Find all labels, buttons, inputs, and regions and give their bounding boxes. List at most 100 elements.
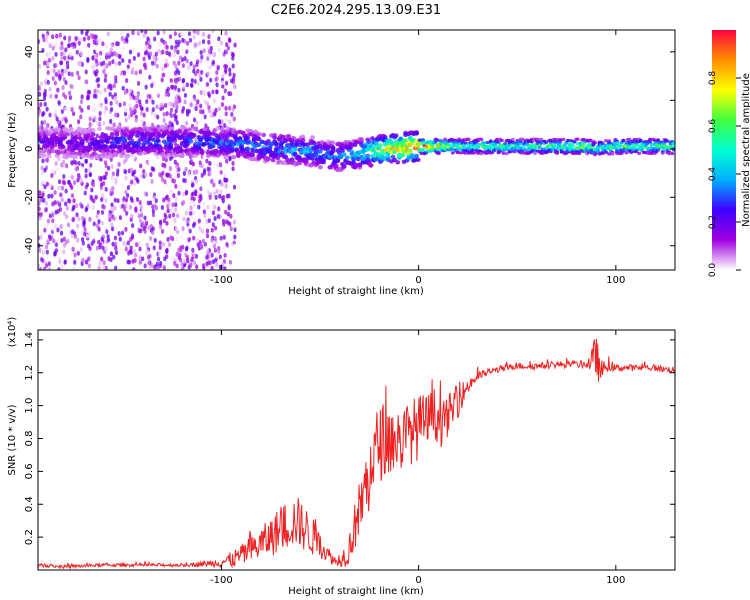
spectrogram-cell <box>170 45 174 50</box>
spectrogram-cell <box>72 42 76 47</box>
spectrogram-cell <box>109 84 113 90</box>
colorbar-tick-label: 0.6 <box>708 119 718 134</box>
spectrogram-cell <box>130 179 134 185</box>
spectrogram-cell <box>188 139 194 144</box>
spectrogram-cell <box>91 182 96 188</box>
spectrogram-cell <box>105 63 109 69</box>
spectrogram-cell <box>102 121 106 126</box>
spectrogram-cell <box>72 198 76 204</box>
spectrogram-cell <box>341 163 347 169</box>
spectrogram-cell <box>65 60 70 66</box>
spectrogram-cell <box>97 219 101 224</box>
spectrogram-cell <box>170 84 174 90</box>
spectrogram-x-label: Height of straight line (km) <box>288 286 424 297</box>
spectrogram-cell <box>193 96 197 102</box>
spectrogram-cell <box>156 30 160 36</box>
spectrogram-cell <box>132 267 136 270</box>
spectrogram-cell <box>151 212 156 218</box>
spectrogram-cell <box>167 101 171 107</box>
spectrogram-cell <box>91 205 95 210</box>
spectrogram-cell <box>133 200 137 206</box>
spectrogram-cell <box>202 265 206 270</box>
spectrogram-cell <box>135 196 140 202</box>
spectrogram-cell <box>172 193 176 199</box>
spectrogram-cell <box>60 237 64 243</box>
spectrogram-cell <box>211 30 215 34</box>
spectrogram-cell <box>232 184 237 190</box>
spectrogram-cell <box>138 69 142 75</box>
spectrogram-cell <box>435 138 440 142</box>
spectrogram-cell <box>192 68 196 74</box>
spectrogram-cell <box>38 63 42 69</box>
spectrogram-cell <box>162 72 166 78</box>
spectrogram-y-ticks: -40 -20 0 20 40 <box>24 45 675 254</box>
spectrogram-cell <box>74 36 78 41</box>
spectrogram-cell <box>231 55 235 61</box>
spectrogram-cell <box>600 141 605 146</box>
spectrogram-cell <box>92 198 96 204</box>
spectrogram-cell <box>38 108 42 114</box>
spectrogram-cell <box>44 244 49 250</box>
spectrogram-cell <box>207 52 211 58</box>
spectrogram-cell <box>79 99 84 105</box>
spectrogram-cell <box>223 60 227 66</box>
spectrogram-cell <box>198 137 203 143</box>
spectrogram-cell <box>185 111 190 117</box>
spectrogram-cell <box>116 41 120 47</box>
spectrogram-cell <box>427 145 432 149</box>
spectrogram-cell <box>109 251 114 257</box>
spectrogram-cell <box>42 110 46 116</box>
spectrogram-cell <box>184 189 189 195</box>
spectrogram-cell <box>75 49 79 55</box>
spectrogram-cell <box>600 151 605 156</box>
spectrogram-cell <box>228 156 232 162</box>
spectrogram-cell <box>504 151 509 156</box>
spectrogram-cell <box>57 179 62 185</box>
spectrogram-cell <box>132 62 136 68</box>
spectrogram-cell <box>514 148 519 152</box>
spectrogram-cell <box>181 106 186 111</box>
spectrogram-cell <box>44 37 48 43</box>
spectrogram-cell <box>224 30 228 36</box>
spectrogram-cell <box>147 260 151 266</box>
spectrogram-cell <box>222 195 226 200</box>
spectrogram-cell <box>79 247 84 252</box>
spectrogram-cell <box>185 40 190 46</box>
spectrogram-cell <box>130 70 134 75</box>
spectrogram-cell <box>182 171 186 176</box>
spectrogram-cell <box>121 183 125 188</box>
spectrogram-cell <box>113 92 117 98</box>
spectrogram-cell <box>38 190 42 195</box>
spectrogram-cell <box>170 207 174 213</box>
spectrogram-cell <box>53 108 58 114</box>
spectrogram-cell <box>191 161 195 167</box>
spectrogram-cell <box>73 154 79 159</box>
spectrogram-cell <box>48 51 52 56</box>
spectrogram-cell <box>256 142 262 148</box>
spectrogram-cell <box>166 86 170 92</box>
spectrogram-cell <box>577 151 582 155</box>
spectrogram-cell <box>181 77 186 83</box>
spectrogram-cell <box>172 52 176 58</box>
spectrogram-cell <box>95 170 100 176</box>
spectrogram-cell <box>200 172 204 178</box>
spectrogram-cell <box>110 221 114 227</box>
spectrogram-cell <box>178 252 182 258</box>
spectrogram-cell <box>231 166 235 172</box>
spectrogram-cell <box>210 144 216 149</box>
colorbar-tick-label: 0.4 <box>708 167 718 182</box>
spectrogram-cell <box>84 173 88 179</box>
spectrogram-cell <box>148 74 152 80</box>
spectrogram-cell <box>128 248 132 254</box>
spectrogram-cell <box>116 112 120 118</box>
spectrogram-cell <box>120 249 124 254</box>
y-tick-label: 0 <box>24 146 35 152</box>
spectrogram-cell <box>79 37 83 43</box>
spectrogram-cell <box>207 48 211 54</box>
spectrogram-cell <box>53 112 58 118</box>
spectrogram-cell <box>517 146 522 150</box>
spectrogram-cell <box>310 135 315 140</box>
spectrogram-cell <box>147 55 152 61</box>
spectrogram-cell <box>39 197 43 203</box>
spectrogram-cell <box>168 142 173 148</box>
